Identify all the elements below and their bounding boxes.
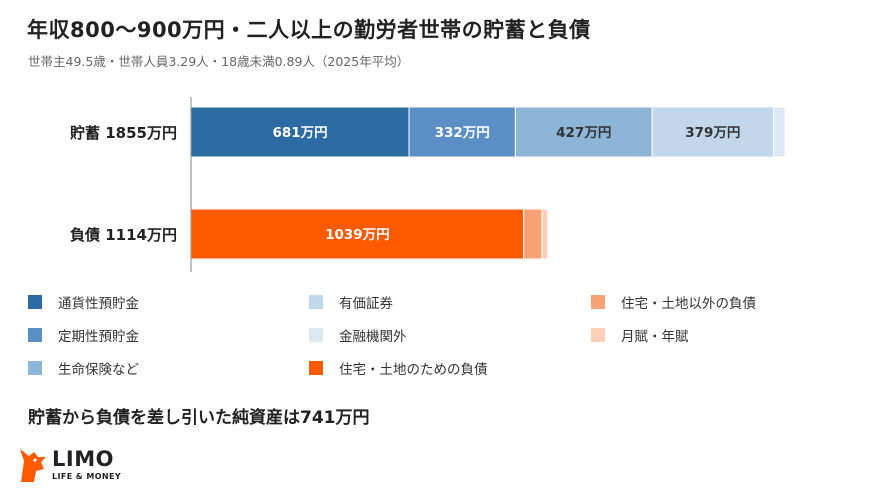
net-assets-summary: 貯蓄から負債を差し引いた純資産は741万円 [28, 408, 370, 428]
category-label: 負債 1114万円 [70, 226, 177, 244]
page-subtitle: 世帯主49.5歳・世帯人員3.29人・18歳未満0.89人（2025年平均） [28, 54, 410, 69]
bar-segment [408, 106, 516, 158]
bar-segment [190, 208, 525, 260]
legend-label: 住宅・土地のための負債 [339, 362, 488, 378]
legend-label: 生命保険など [58, 362, 139, 378]
bar-segment [772, 106, 786, 158]
data-label: 427万円 [556, 125, 611, 141]
legend-label: 住宅・土地以外の負債 [621, 296, 756, 312]
bar-segment [541, 208, 549, 260]
legend-item: 月賦・年賦 [591, 325, 689, 345]
legend-item: 住宅・土地のための負債 [309, 358, 488, 378]
logo-name: LIMO [52, 447, 114, 471]
legend-item: 住宅・土地以外の負債 [591, 292, 756, 312]
legend-swatch [309, 295, 323, 309]
data-label: 1039万円 [325, 227, 390, 243]
legend-item: 通貨性預貯金 [28, 292, 139, 312]
data-label: 379万円 [685, 125, 740, 141]
legend-swatch [591, 295, 605, 309]
legend-swatch [28, 295, 42, 309]
legend-item: 有価証券 [309, 292, 393, 312]
legend-label: 通貨性預貯金 [58, 296, 139, 312]
bar-segment [651, 106, 774, 158]
limo-logo: LIMO LIFE & MONEY [18, 447, 121, 483]
data-label: 681万円 [272, 125, 327, 141]
legend-swatch [309, 328, 323, 342]
bar-segment [190, 106, 410, 158]
data-label: 332万円 [435, 125, 490, 141]
legend-swatch [591, 328, 605, 342]
bar-segment [514, 106, 653, 158]
chart-legend: 通貨性預貯金 定期性預貯金 生命保険など 有価証券金融機関外住宅・土地のための負債 住宅… [28, 292, 848, 384]
legend-item: 金融機関外 [309, 325, 407, 345]
bar-segment [523, 208, 543, 260]
legend-label: 定期性預貯金 [58, 329, 139, 345]
legend-swatch [28, 361, 42, 375]
legend-swatch [28, 328, 42, 342]
legend-swatch [309, 361, 323, 375]
legend-label: 金融機関外 [339, 329, 407, 345]
legend-item: 定期性預貯金 [28, 325, 139, 345]
legend-label: 有価証券 [339, 296, 393, 312]
legend-label: 月賦・年賦 [621, 329, 689, 345]
page-title: 年収800～900万円・二人以上の勤労者世帯の貯蓄と負債 [27, 18, 591, 42]
logo-tagline: LIFE & MONEY [52, 472, 122, 481]
category-label: 貯蓄 1855万円 [70, 124, 177, 142]
legend-item: 生命保険など [28, 358, 139, 378]
fox-logo-icon [20, 449, 46, 482]
